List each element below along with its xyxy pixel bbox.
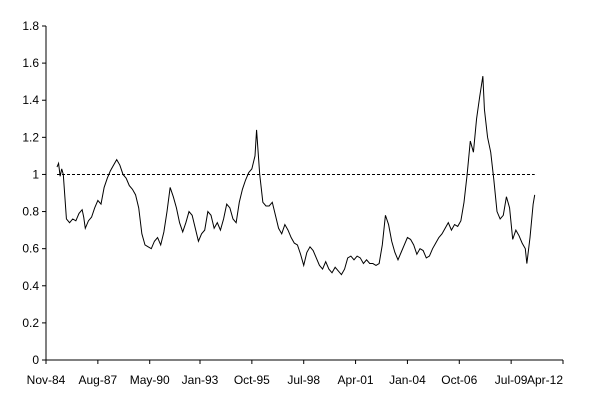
x-tick-label: Nov-84 <box>27 373 66 387</box>
y-tick-label: 1.6 <box>22 56 39 70</box>
y-tick-label: 1.2 <box>22 130 39 144</box>
y-tick-label: 1.8 <box>22 19 39 33</box>
y-axis-ticks: 0 0.2 0.4 0.6 0.8 1 1.2 1.4 1.6 1.8 <box>22 19 46 367</box>
y-tick-label: 0.6 <box>22 242 39 256</box>
series-line <box>56 76 536 276</box>
y-tick-label: 0.4 <box>22 279 39 293</box>
x-tick-label: May-90 <box>130 373 170 387</box>
x-tick-label: Apr-12 <box>527 373 563 387</box>
x-tick-label: Aug-87 <box>79 373 118 387</box>
x-tick-label: Apr-01 <box>338 373 374 387</box>
x-tick-label: Jan-93 <box>182 373 219 387</box>
x-axis-ticks: Nov-84 Aug-87 May-90 Jan-93 Oct-95 Jul-98 Apr-… <box>27 360 564 387</box>
y-tick-label: 0.2 <box>22 316 39 330</box>
x-tick-label: Jul-09 <box>495 373 528 387</box>
x-tick-label: Jan-04 <box>389 373 426 387</box>
x-tick-label: Jul-98 <box>287 373 320 387</box>
y-tick-label: 1.4 <box>22 93 39 107</box>
x-tick-label: Oct-06 <box>441 373 477 387</box>
y-tick-label: 1 <box>32 167 39 181</box>
y-tick-label: 0.8 <box>22 205 39 219</box>
y-tick-label: 0 <box>32 353 39 367</box>
x-tick-label: Oct-95 <box>234 373 270 387</box>
